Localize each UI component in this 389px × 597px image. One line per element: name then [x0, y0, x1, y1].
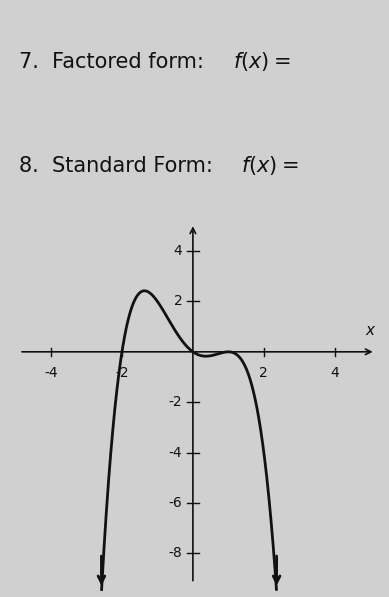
Text: 7.  Factored form:: 7. Factored form:	[19, 52, 217, 72]
Text: -2: -2	[115, 366, 129, 380]
Text: $f(x) =$: $f(x) =$	[233, 50, 291, 73]
Text: 2: 2	[173, 294, 182, 309]
Text: 2: 2	[259, 366, 268, 380]
Text: -6: -6	[168, 496, 182, 510]
Text: 4: 4	[330, 366, 339, 380]
Text: 8.  Standard Form:: 8. Standard Form:	[19, 156, 226, 176]
Text: -4: -4	[44, 366, 58, 380]
Text: $f(x) =$: $f(x) =$	[241, 154, 299, 177]
Text: 4: 4	[173, 244, 182, 258]
Text: x: x	[366, 323, 375, 338]
Text: -2: -2	[169, 395, 182, 409]
Text: -8: -8	[168, 546, 182, 560]
Text: -4: -4	[169, 445, 182, 460]
